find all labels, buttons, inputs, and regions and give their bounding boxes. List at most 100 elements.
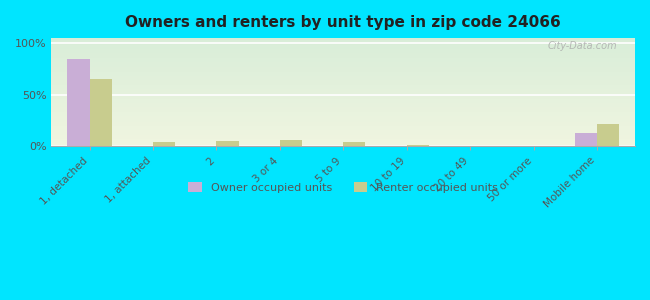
- Bar: [51, 143, 635, 144]
- Bar: [51, 41, 635, 42]
- Bar: [51, 103, 635, 104]
- Bar: [280, 140, 302, 146]
- Bar: [51, 77, 635, 78]
- Bar: [51, 128, 635, 129]
- Bar: [51, 102, 635, 103]
- Bar: [51, 136, 635, 137]
- Bar: [51, 122, 635, 123]
- Bar: [51, 94, 635, 95]
- Bar: [51, 132, 635, 134]
- Bar: [51, 68, 635, 70]
- Bar: [51, 129, 635, 130]
- Bar: [51, 138, 635, 139]
- Bar: [51, 127, 635, 128]
- Bar: [51, 65, 635, 66]
- Bar: [51, 44, 635, 45]
- Bar: [51, 72, 635, 73]
- Bar: [51, 39, 635, 40]
- Bar: [68, 59, 90, 146]
- Bar: [51, 137, 635, 138]
- Bar: [51, 124, 635, 125]
- Bar: [51, 38, 635, 39]
- Bar: [51, 62, 635, 63]
- Bar: [51, 73, 635, 74]
- Bar: [51, 111, 635, 112]
- Bar: [575, 133, 597, 146]
- Bar: [597, 124, 619, 146]
- Bar: [51, 114, 635, 115]
- Bar: [343, 142, 365, 146]
- Bar: [51, 115, 635, 116]
- Bar: [51, 46, 635, 47]
- Bar: [51, 63, 635, 64]
- Bar: [51, 53, 635, 54]
- Bar: [90, 80, 112, 146]
- Bar: [51, 100, 635, 101]
- Bar: [51, 120, 635, 122]
- Bar: [51, 134, 635, 136]
- Bar: [51, 125, 635, 126]
- Bar: [51, 123, 635, 124]
- Bar: [51, 109, 635, 110]
- Bar: [51, 59, 635, 60]
- Title: Owners and renters by unit type in zip code 24066: Owners and renters by unit type in zip c…: [125, 15, 561, 30]
- Bar: [51, 84, 635, 85]
- Bar: [51, 112, 635, 113]
- Bar: [51, 101, 635, 102]
- Bar: [51, 92, 635, 93]
- Bar: [51, 117, 635, 118]
- Bar: [51, 82, 635, 84]
- Bar: [51, 140, 635, 141]
- Bar: [51, 79, 635, 80]
- Bar: [51, 90, 635, 91]
- Bar: [51, 70, 635, 72]
- Bar: [51, 95, 635, 97]
- Bar: [51, 131, 635, 132]
- Bar: [51, 98, 635, 99]
- Bar: [51, 85, 635, 86]
- Bar: [51, 64, 635, 65]
- Bar: [51, 89, 635, 90]
- Bar: [51, 106, 635, 107]
- Bar: [51, 50, 635, 51]
- Bar: [51, 86, 635, 87]
- Bar: [51, 126, 635, 127]
- Bar: [51, 49, 635, 50]
- Bar: [51, 141, 635, 142]
- Bar: [51, 144, 635, 145]
- Bar: [51, 54, 635, 56]
- Bar: [51, 45, 635, 46]
- Bar: [51, 80, 635, 81]
- Bar: [51, 74, 635, 75]
- Bar: [51, 76, 635, 77]
- Bar: [51, 78, 635, 79]
- Bar: [51, 130, 635, 131]
- Bar: [51, 119, 635, 120]
- Bar: [51, 42, 635, 44]
- Text: City-Data.com: City-Data.com: [548, 41, 617, 51]
- Bar: [51, 105, 635, 106]
- Bar: [51, 56, 635, 58]
- Bar: [51, 99, 635, 100]
- Bar: [51, 88, 635, 89]
- Bar: [51, 87, 635, 88]
- Bar: [51, 110, 635, 111]
- Bar: [51, 48, 635, 49]
- Bar: [51, 51, 635, 52]
- Bar: [51, 91, 635, 92]
- Bar: [51, 40, 635, 41]
- Legend: Owner occupied units, Renter occupied units: Owner occupied units, Renter occupied un…: [184, 178, 502, 197]
- Bar: [153, 142, 175, 146]
- Bar: [51, 142, 635, 143]
- Bar: [51, 113, 635, 114]
- Bar: [51, 93, 635, 94]
- Bar: [51, 66, 635, 68]
- Bar: [51, 75, 635, 76]
- Bar: [51, 58, 635, 59]
- Bar: [51, 116, 635, 117]
- Bar: [216, 141, 239, 146]
- Bar: [51, 97, 635, 98]
- Bar: [51, 104, 635, 105]
- Bar: [51, 118, 635, 119]
- Bar: [51, 107, 635, 109]
